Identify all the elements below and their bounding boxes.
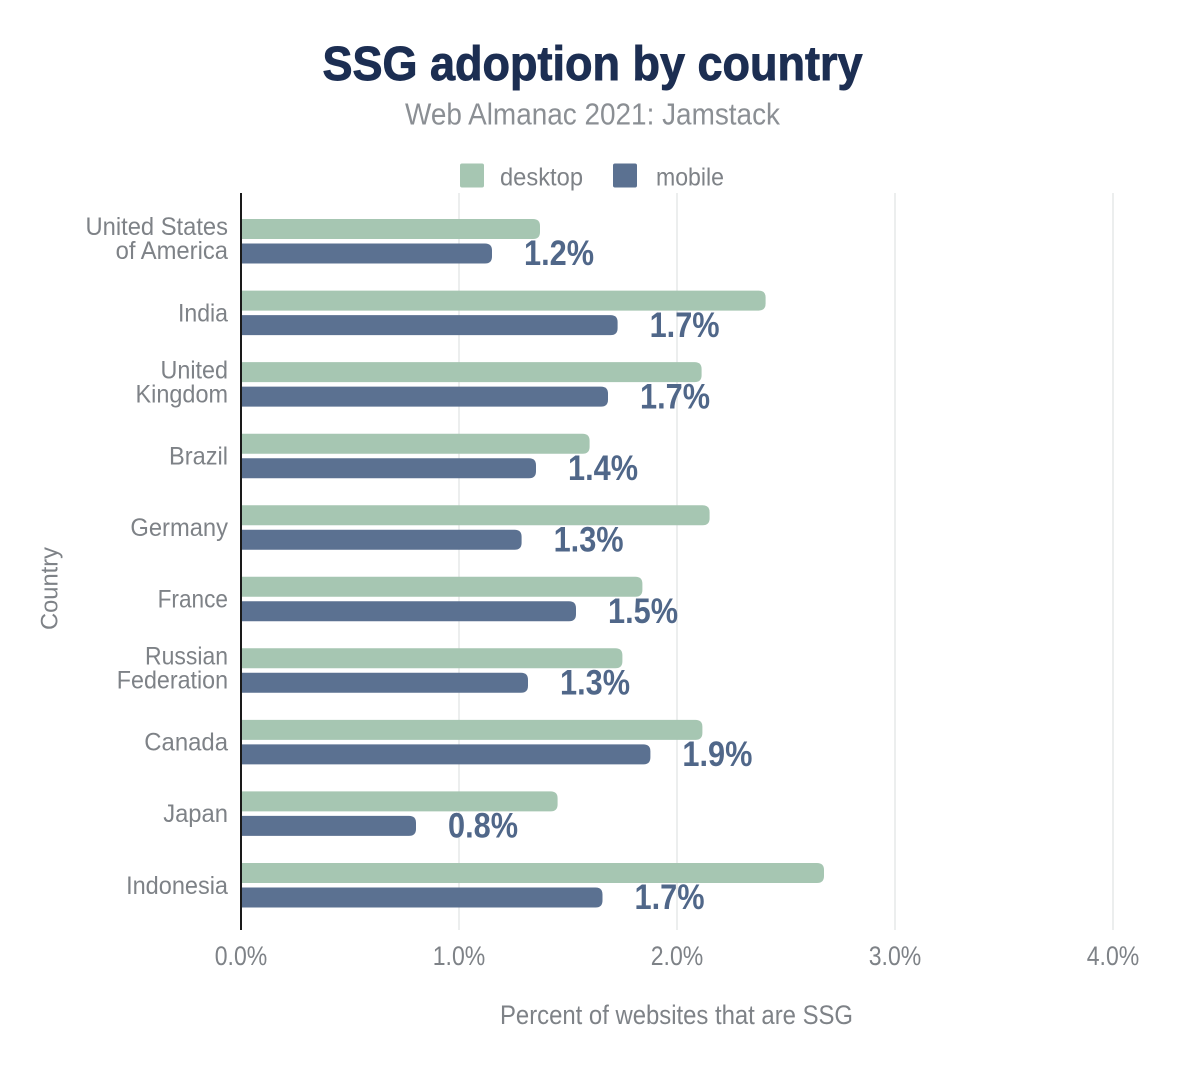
svg-text:Country: Country xyxy=(37,547,64,630)
svg-text:Brazil: Brazil xyxy=(169,442,228,470)
svg-text:0.0%: 0.0% xyxy=(215,941,268,971)
svg-text:3.0%: 3.0% xyxy=(869,941,922,971)
svg-text:1.7%: 1.7% xyxy=(635,878,705,917)
svg-text:Canada: Canada xyxy=(144,729,228,757)
svg-text:1.3%: 1.3% xyxy=(560,664,630,703)
svg-text:Indonesia: Indonesia xyxy=(126,872,228,900)
svg-text:1.7%: 1.7% xyxy=(650,306,720,345)
svg-text:1.4%: 1.4% xyxy=(568,449,638,488)
svg-text:1.0%: 1.0% xyxy=(433,941,486,971)
svg-text:United States: United States xyxy=(86,213,229,241)
svg-text:1.7%: 1.7% xyxy=(640,377,710,416)
svg-text:Kingdom: Kingdom xyxy=(136,380,229,408)
svg-text:2.0%: 2.0% xyxy=(651,941,704,971)
svg-text:0.8%: 0.8% xyxy=(448,807,518,846)
svg-text:Web Almanac 2021: Jamstack: Web Almanac 2021: Jamstack xyxy=(405,97,780,132)
svg-text:of America: of America xyxy=(116,237,228,265)
svg-text:France: France xyxy=(158,586,228,614)
svg-text:Germany: Germany xyxy=(130,514,228,542)
svg-text:Percent of websites that are S: Percent of websites that are SSG xyxy=(500,1000,853,1030)
svg-text:1.2%: 1.2% xyxy=(524,234,594,273)
svg-text:4.0%: 4.0% xyxy=(1087,941,1140,971)
svg-text:desktop: desktop xyxy=(500,164,583,192)
svg-text:Federation: Federation xyxy=(117,667,228,695)
svg-text:Japan: Japan xyxy=(163,800,228,828)
svg-text:India: India xyxy=(178,299,228,327)
svg-text:1.9%: 1.9% xyxy=(682,735,752,774)
svg-text:United: United xyxy=(161,356,229,384)
svg-text:1.5%: 1.5% xyxy=(608,592,678,631)
svg-text:1.3%: 1.3% xyxy=(554,520,624,559)
svg-text:mobile: mobile xyxy=(656,164,724,192)
svg-text:SSG adoption by country: SSG adoption by country xyxy=(323,38,863,91)
svg-text:Russian: Russian xyxy=(145,643,228,671)
